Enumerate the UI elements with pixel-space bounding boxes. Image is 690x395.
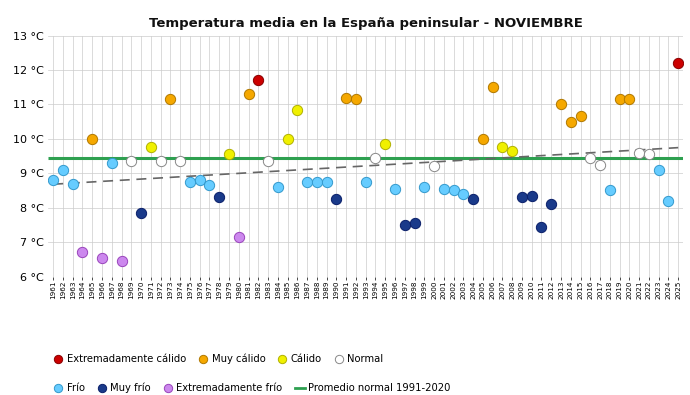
Point <box>497 144 508 150</box>
Point <box>555 101 566 107</box>
Point <box>351 96 362 102</box>
Point <box>400 222 411 228</box>
Point <box>97 254 108 261</box>
Point <box>146 144 157 150</box>
Point <box>214 194 225 201</box>
Point <box>633 149 644 156</box>
Point <box>360 179 371 185</box>
Point <box>614 96 625 102</box>
Point <box>624 96 635 102</box>
Point <box>67 181 78 187</box>
Point <box>194 177 205 183</box>
Point <box>653 167 664 173</box>
Point <box>273 184 284 190</box>
Point <box>419 184 430 190</box>
Point <box>604 187 615 194</box>
Title: Temperatura media en la España peninsular - NOVIEMBRE: Temperatura media en la España peninsula… <box>149 17 582 30</box>
Point <box>204 182 215 188</box>
Point <box>184 179 195 185</box>
Point <box>506 148 518 154</box>
Point <box>585 154 596 161</box>
Point <box>487 84 498 90</box>
Point <box>262 158 273 164</box>
Point <box>292 106 303 113</box>
Point <box>243 91 254 97</box>
Point <box>126 158 137 164</box>
Point <box>57 167 68 173</box>
Point <box>565 118 576 125</box>
Point <box>643 151 654 158</box>
Point <box>155 158 166 164</box>
Point <box>536 224 547 230</box>
Point <box>389 186 400 192</box>
Point <box>673 60 684 66</box>
Point <box>106 160 117 166</box>
Point <box>302 179 313 185</box>
Point <box>175 158 186 164</box>
Point <box>48 177 59 183</box>
Point <box>282 135 293 142</box>
Point <box>458 191 469 197</box>
Point <box>409 220 420 226</box>
Point <box>87 135 98 142</box>
Point <box>477 135 489 142</box>
Point <box>253 77 264 83</box>
Point <box>341 94 352 101</box>
Point <box>438 186 449 192</box>
Point <box>311 179 322 185</box>
Point <box>224 151 235 158</box>
Point <box>380 141 391 147</box>
Point <box>468 196 479 202</box>
Point <box>331 196 342 202</box>
Point <box>321 179 332 185</box>
Point <box>595 162 606 168</box>
Point <box>165 96 176 102</box>
Point <box>663 198 674 204</box>
Point <box>428 163 440 169</box>
Point <box>135 210 146 216</box>
Point <box>77 249 88 256</box>
Point <box>370 154 381 161</box>
Point <box>575 113 586 120</box>
Point <box>526 192 538 199</box>
Point <box>116 258 127 264</box>
Point <box>516 194 527 201</box>
Point <box>233 234 244 240</box>
Point <box>546 201 557 207</box>
Point <box>448 187 459 194</box>
